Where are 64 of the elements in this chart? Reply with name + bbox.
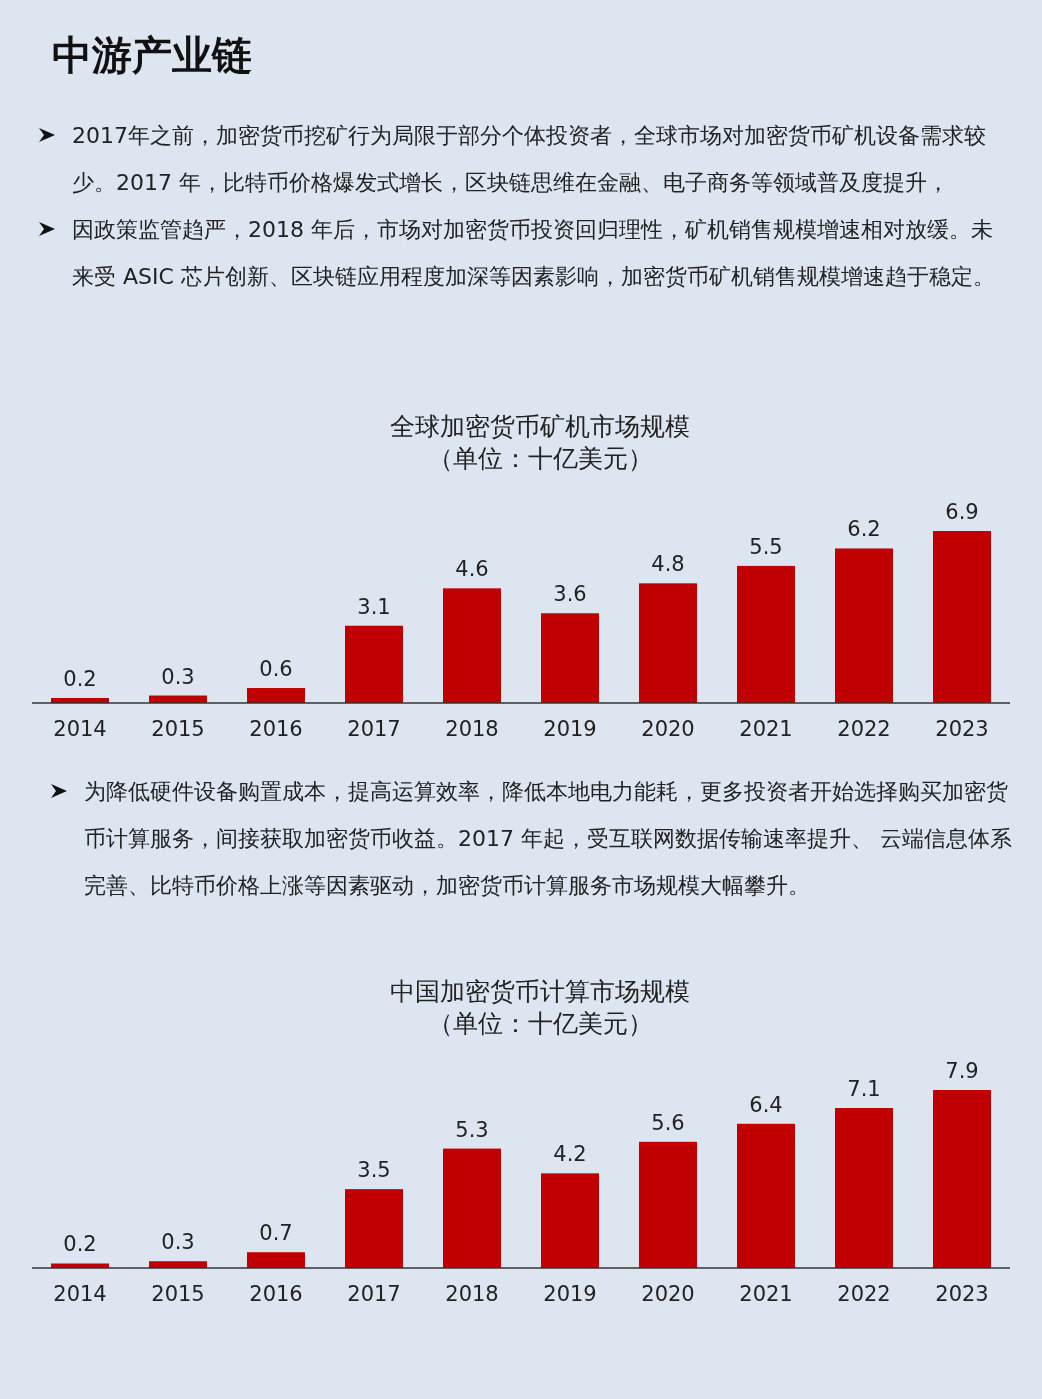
x-tick-label: 2017 bbox=[347, 1282, 401, 1306]
data-label: 6.2 bbox=[847, 517, 881, 542]
x-tick-label: 2019 bbox=[543, 1282, 597, 1306]
bar bbox=[639, 1141, 697, 1268]
x-tick-label: 2015 bbox=[151, 717, 205, 741]
bar bbox=[345, 625, 403, 703]
x-tick-label: 2022 bbox=[837, 717, 891, 741]
data-label: 0.3 bbox=[161, 1230, 195, 1255]
bar bbox=[933, 1090, 991, 1268]
bar bbox=[247, 688, 305, 703]
x-tick-label: 2019 bbox=[543, 717, 597, 741]
bar bbox=[345, 1189, 403, 1268]
data-label: 3.6 bbox=[553, 582, 587, 607]
data-label: 4.6 bbox=[455, 557, 489, 582]
data-label: 4.2 bbox=[553, 1142, 587, 1167]
data-label: 0.6 bbox=[259, 657, 293, 682]
bar bbox=[737, 1123, 795, 1268]
chart-title: 全球加密货币矿机市场规模 bbox=[390, 412, 690, 441]
chart-subtitle: （单位：十亿美元） bbox=[427, 1009, 653, 1038]
data-label: 0.7 bbox=[259, 1221, 293, 1246]
x-tick-label: 2014 bbox=[53, 1282, 107, 1306]
data-label: 5.5 bbox=[749, 534, 783, 559]
data-label: 6.4 bbox=[749, 1092, 783, 1117]
data-label: 5.6 bbox=[651, 1110, 685, 1135]
x-tick-label: 2017 bbox=[347, 717, 401, 741]
x-tick-label: 2016 bbox=[249, 717, 303, 741]
x-tick-label: 2016 bbox=[249, 1282, 303, 1306]
data-label: 6.9 bbox=[945, 500, 979, 524]
x-tick-label: 2018 bbox=[445, 717, 499, 741]
bar bbox=[443, 588, 501, 703]
bar bbox=[443, 1148, 501, 1268]
data-label: 3.1 bbox=[357, 594, 391, 619]
chart-title: 中国加密货币计算市场规模 bbox=[390, 977, 690, 1006]
text: 为降低硬件设备购置成本，提高运算效率，降低本地电力能耗，更多投资者开始选择购买加密货币计算服务，间接获取加密货币收益。2017 年起，受互联网数据传输速率提升、 云端信息体系完善、比特币价格上涨等因素驱动，加密货币计算服务市场规模大幅攀升。 bbox=[84, 779, 1012, 898]
data-label: 7.9 bbox=[945, 1059, 979, 1083]
bar bbox=[737, 565, 795, 703]
x-tick-label: 2021 bbox=[739, 717, 793, 741]
data-label: 4.8 bbox=[651, 552, 685, 577]
x-tick-label: 2014 bbox=[53, 717, 107, 741]
data-label: 7.1 bbox=[847, 1077, 881, 1102]
x-tick-label: 2020 bbox=[641, 717, 695, 741]
data-label: 3.5 bbox=[357, 1158, 391, 1183]
bar bbox=[541, 613, 599, 703]
data-label: 5.3 bbox=[455, 1117, 489, 1142]
text: 2017年之前，加密货币挖矿行为局限于部分个体投资者，全球市场对加密货币矿机设备需求较少。2017 年，比特币价格爆发式增长，区块链思维在金融、电子商务等领域普及度提升， bbox=[72, 123, 986, 195]
data-label: 0.2 bbox=[63, 667, 97, 692]
bar bbox=[639, 583, 697, 703]
text: 因政策监管趋严，2018 年后，市场对加密货币投资回归理性，矿机销售规模增速相对放缓。未来受 ASIC 芯片创新、区块链应用程度加深等因素影响，加密货币矿机销售规模增速趋于稳定。 bbox=[72, 217, 995, 289]
x-tick-label: 2015 bbox=[151, 1282, 205, 1306]
x-tick-label: 2020 bbox=[641, 1282, 695, 1306]
text: 中游产业链 bbox=[52, 31, 252, 80]
data-label: 0.2 bbox=[63, 1232, 97, 1257]
x-tick-label: 2022 bbox=[837, 1282, 891, 1306]
bar bbox=[835, 548, 893, 703]
bar bbox=[541, 1173, 599, 1268]
bar bbox=[835, 1108, 893, 1268]
x-tick-label: 2018 bbox=[445, 1282, 499, 1306]
x-tick-label: 2023 bbox=[935, 717, 989, 741]
data-label: 0.3 bbox=[161, 664, 195, 689]
x-tick-label: 2023 bbox=[935, 1282, 989, 1306]
chart-subtitle: （单位：十亿美元） bbox=[427, 444, 653, 473]
bar bbox=[933, 531, 991, 703]
x-tick-label: 2021 bbox=[739, 1282, 793, 1306]
bar bbox=[247, 1252, 305, 1268]
